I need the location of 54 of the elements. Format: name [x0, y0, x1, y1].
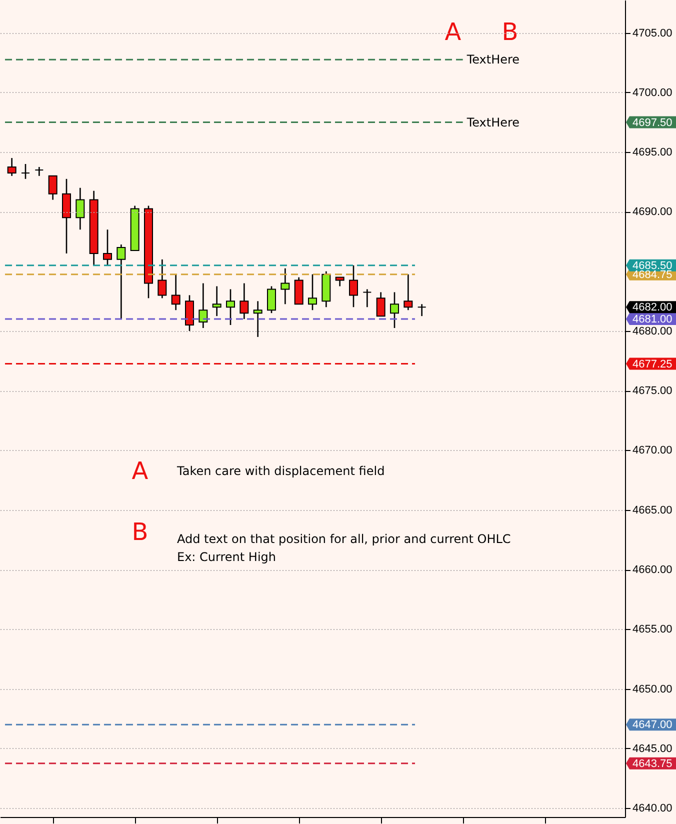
y-tick-label: 4682.00 [632, 302, 672, 314]
y-tick-label: 4681.00 [632, 314, 672, 326]
annotation: Add text on that position for all, prior and current OHLC Ex: Current High [177, 532, 511, 564]
y-tick-label: 4665.00 [632, 504, 672, 516]
candlestick [362, 288, 372, 308]
candlestick [349, 264, 358, 308]
candlestick [7, 157, 16, 177]
ref-line-label: TextHere [466, 115, 520, 130]
candlestick [198, 282, 208, 329]
annotation: B [502, 18, 518, 46]
y-tick-label: 4684.75 [632, 268, 672, 281]
y-tick-label: 4645.00 [632, 742, 672, 755]
y-tick-label: 4660.00 [632, 564, 672, 576]
candlestick [76, 187, 85, 230]
candlestick [376, 292, 386, 317]
candlestick [267, 286, 276, 314]
y-tick-label: 4640.00 [632, 802, 672, 815]
candlestick [308, 274, 317, 311]
candlestick [390, 292, 399, 329]
annotation: B [132, 518, 148, 546]
candlestick [171, 274, 180, 311]
y-tick-label: 4675.00 [632, 385, 672, 398]
candlestick [116, 244, 126, 320]
candlestick [280, 268, 290, 305]
y-tick-label: 4643.75 [632, 758, 672, 770]
candlestick [417, 303, 426, 317]
candlestick [240, 282, 249, 320]
candlestick [158, 258, 167, 299]
candlestick [21, 163, 30, 180]
y-tick-label: 4695.00 [632, 146, 672, 159]
y-tick-label: 4680.00 [632, 325, 672, 338]
candlestick [34, 166, 44, 177]
y-tick-label: 4670.00 [632, 444, 672, 457]
candlestick [48, 175, 58, 200]
y-tick-label: 4647.00 [632, 719, 672, 732]
annotation: A [132, 457, 149, 485]
y-tick-label: 4655.00 [632, 624, 672, 636]
y-tick-label: 4650.00 [632, 683, 672, 696]
y-tick-label: 4700.00 [632, 86, 672, 99]
ref-line-label: TextHere [466, 52, 520, 67]
candlestick [62, 178, 71, 254]
y-tick-label: 4677.25 [632, 358, 672, 370]
candlestick [253, 300, 262, 338]
y-tick-label: 4705.00 [632, 27, 672, 40]
annotation: A [444, 18, 462, 46]
candlestick [185, 294, 194, 332]
candlestick [404, 274, 413, 311]
candlestick [294, 276, 304, 305]
annotation: Taken care with displacement field [176, 464, 385, 478]
candlestick [226, 288, 235, 326]
y-tick-label: 4697.50 [632, 116, 672, 129]
candlestick [212, 286, 222, 317]
candlestick [103, 228, 112, 266]
y-tick-label: 4690.00 [632, 206, 672, 218]
